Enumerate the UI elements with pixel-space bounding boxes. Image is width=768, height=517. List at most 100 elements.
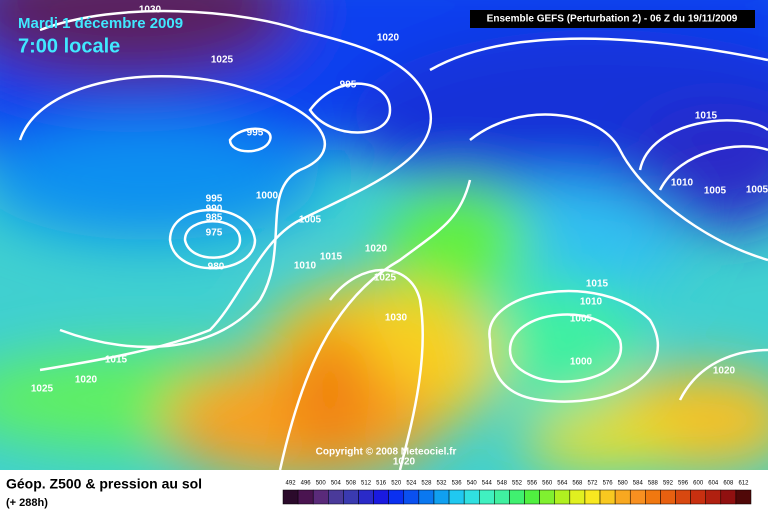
scale-swatch <box>645 489 661 505</box>
scale-swatch <box>629 489 646 505</box>
field <box>0 0 768 480</box>
scale-label: 528 <box>421 481 432 487</box>
isobar-label: 1015 <box>695 111 718 122</box>
scale-label: 576 <box>603 481 614 487</box>
isobar-label: 1015 <box>105 355 128 366</box>
model-info: Ensemble GEFS (Perturbation 2) - 06 Z du… <box>487 14 738 25</box>
scale-label: 612 <box>738 481 749 487</box>
scale-swatch <box>690 489 706 505</box>
isobar-label: 995 <box>206 194 223 205</box>
scale-swatch <box>524 489 540 505</box>
scale-swatch <box>660 489 676 505</box>
isobar-label: 1005 <box>704 186 727 197</box>
isobar-label: 1010 <box>294 261 317 272</box>
scale-swatch <box>599 489 616 505</box>
scale-label: 512 <box>361 481 372 487</box>
scale-label: 568 <box>572 481 583 487</box>
scale-swatch <box>584 489 601 505</box>
scale-swatch <box>614 489 631 505</box>
scale-swatch <box>720 489 737 505</box>
isobar-label: 1005 <box>299 215 322 226</box>
scale-label: 580 <box>618 481 629 487</box>
footer-lead: (+ 288h) <box>6 497 48 509</box>
scale-swatch <box>463 489 480 505</box>
scale-swatch <box>373 489 389 505</box>
scale-label: 532 <box>437 481 448 487</box>
isobar-label: 1020 <box>365 244 388 255</box>
time: 7:00 locale <box>18 35 120 57</box>
scale-label: 544 <box>482 481 493 487</box>
scale-label: 560 <box>542 481 553 487</box>
scale-label: 592 <box>663 481 674 487</box>
footer-title: Géop. Z500 & pression au sol <box>6 476 202 492</box>
scale-swatch <box>494 489 510 505</box>
isobar-label: 1030 <box>139 5 162 16</box>
scale-swatch <box>705 489 722 505</box>
scale-label: 548 <box>497 481 508 487</box>
scale-label: 584 <box>633 481 644 487</box>
isobar-label: 975 <box>206 228 223 239</box>
scale-label: 608 <box>723 481 734 487</box>
scale-label: 556 <box>527 481 538 487</box>
scale-label: 516 <box>376 481 387 487</box>
isobar-label: 1020 <box>377 33 400 44</box>
scale-label: 504 <box>331 481 342 487</box>
isobar-label: 1020 <box>713 366 736 377</box>
scale-swatch <box>403 489 420 505</box>
isobar-label: 1025 <box>374 273 397 284</box>
scale-label: 572 <box>587 481 598 487</box>
isobar-label: 1010 <box>671 178 694 189</box>
isobar-label: 995 <box>247 128 264 139</box>
scale-label: 500 <box>316 481 327 487</box>
isobar-label: 1020 <box>393 457 416 468</box>
scale-label: 496 <box>301 481 312 487</box>
scale-swatch <box>297 489 314 505</box>
scale-swatch <box>282 489 299 505</box>
scale-label: 600 <box>693 481 704 487</box>
scale-swatch <box>509 489 525 505</box>
copyright: Copyright © 2008 Meteociel.fr <box>316 447 457 458</box>
isobar-label: 1005 <box>746 185 768 196</box>
isobar-label: 985 <box>206 213 223 224</box>
scale-label: 520 <box>391 481 402 487</box>
scale-swatch <box>554 489 571 505</box>
scale-swatch <box>479 489 495 505</box>
scale-label: 492 <box>286 481 297 487</box>
isobar-label: 1015 <box>586 279 609 290</box>
isobar-label: 1020 <box>75 375 98 386</box>
isobar-label: 1010 <box>580 297 603 308</box>
scale-swatch <box>418 489 435 505</box>
scale-label: 588 <box>648 481 659 487</box>
date: Mardi 1 décembre 2009 <box>18 15 183 32</box>
scale-swatch <box>312 489 329 505</box>
scale-swatch <box>388 489 405 505</box>
scale-label: 536 <box>452 481 463 487</box>
scale-swatch <box>675 489 691 505</box>
scale-label: 540 <box>467 481 478 487</box>
isobar-label: 1025 <box>31 384 54 395</box>
isobar-label: 995 <box>340 80 357 91</box>
model-box <box>470 10 755 28</box>
isobar-label: 1015 <box>320 252 343 263</box>
isobar-label: 980 <box>208 262 225 273</box>
isobar-label: 1000 <box>570 357 593 368</box>
scale-swatch <box>735 489 752 505</box>
isobars <box>18 9 768 471</box>
scale-label: 564 <box>557 481 568 487</box>
isobar-label: 1000 <box>256 191 279 202</box>
scale-swatch <box>433 489 450 505</box>
isobar-label: 990 <box>206 204 223 215</box>
isobar-label: 1030 <box>385 313 408 324</box>
scale-label: 604 <box>708 481 719 487</box>
isobar-label: 1005 <box>570 314 593 325</box>
scale-swatch <box>569 489 586 505</box>
scale-swatch <box>448 489 465 505</box>
isobar-label: 1025 <box>211 55 234 66</box>
scale-label: 524 <box>406 481 417 487</box>
scale-swatch <box>343 489 359 505</box>
scale-swatch <box>328 489 344 505</box>
scale-swatch <box>358 489 374 505</box>
scale-label: 508 <box>346 481 357 487</box>
scale-label: 596 <box>678 481 689 487</box>
